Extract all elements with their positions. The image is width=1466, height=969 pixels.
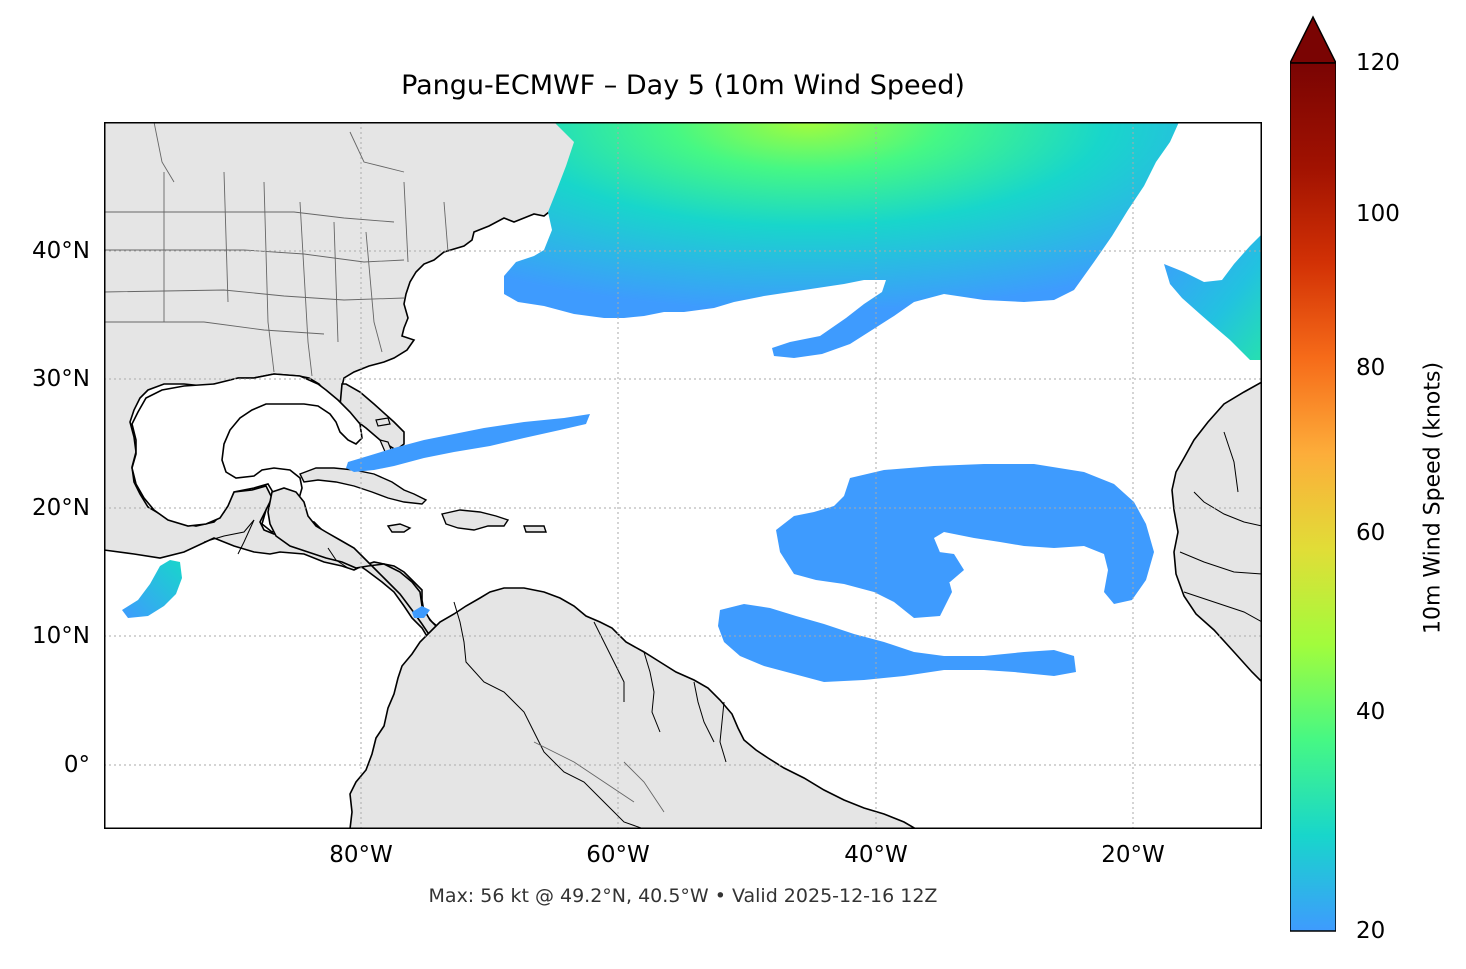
- gulf-of-tehuantepec-jet: [122, 560, 182, 618]
- north-atlantic-jet: [504, 122, 1179, 358]
- colorbar-tick-label: 60: [1356, 520, 1386, 546]
- map-panel: [104, 122, 1262, 829]
- trade-wind-belt: [776, 464, 1154, 618]
- state-borders-south: [533, 741, 665, 813]
- y-tick-label: 0°: [63, 752, 90, 778]
- colorbar-tick-label: 100: [1356, 201, 1400, 227]
- wind-field: [122, 122, 1262, 682]
- puerto-rico-land: [523, 525, 547, 533]
- map-border: [104, 122, 1262, 829]
- eastern-atlantic-lobe: [1164, 234, 1262, 360]
- jamaica-land: [386, 523, 412, 533]
- bahamas-streak: [346, 414, 590, 472]
- y-tick-label: 30°N: [32, 366, 90, 392]
- colorbar-label: 10m Wind Speed (knots): [1420, 361, 1446, 635]
- y-tick-label: 40°N: [32, 238, 90, 264]
- south-america-land: [349, 587, 918, 829]
- colorbar: [1288, 15, 1342, 935]
- x-tick-label: 80°W: [329, 842, 393, 868]
- max-wind-footer: Max: 56 kt @ 49.2°N, 40.5°W • Valid 2025…: [428, 885, 938, 907]
- colorbar-extend-arrow: [1288, 15, 1338, 64]
- hispaniola-land: [441, 509, 510, 531]
- y-tick-label: 20°N: [32, 495, 90, 521]
- x-tick-label: 20°W: [1101, 842, 1165, 868]
- africa-land: [1171, 381, 1262, 684]
- chart-title: Pangu-ECMWF – Day 5 (10m Wind Speed): [401, 70, 965, 101]
- x-tick-label: 60°W: [586, 842, 650, 868]
- x-tick-label: 40°W: [844, 842, 908, 868]
- colorbar-tick-label: 20: [1356, 918, 1386, 944]
- colorbar-tick-label: 40: [1356, 699, 1386, 725]
- gridlines: [104, 122, 1262, 829]
- colorbar-tick-label: 120: [1356, 50, 1400, 76]
- tropical-band: [718, 604, 1076, 682]
- colorbar-tick-label: 80: [1356, 355, 1386, 381]
- country-borders: [203, 431, 1262, 829]
- colorbar-gradient: [1289, 62, 1337, 932]
- state-borders: [104, 122, 449, 377]
- y-tick-label: 10°N: [32, 623, 90, 649]
- small-caribbean-patch: [412, 606, 430, 618]
